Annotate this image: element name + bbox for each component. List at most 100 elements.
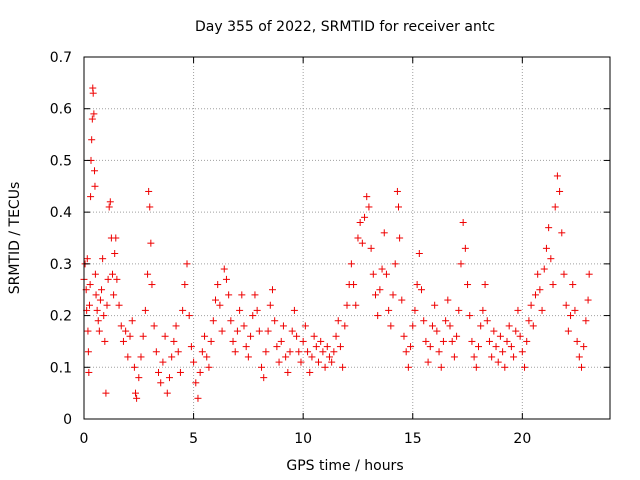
- data-point: [126, 332, 134, 340]
- data-point: [542, 244, 550, 252]
- data-point: [106, 198, 114, 206]
- data-point: [492, 343, 500, 351]
- data-point: [435, 348, 443, 356]
- data-point: [205, 363, 213, 371]
- axis-ticks: [83, 56, 610, 420]
- data-point: [479, 306, 487, 314]
- data-point: [575, 353, 583, 361]
- data-point: [212, 296, 219, 304]
- data-point: [290, 306, 298, 314]
- data-point: [163, 389, 171, 397]
- data-point: [299, 337, 307, 345]
- data-point: [393, 187, 401, 195]
- data-point: [190, 358, 198, 366]
- plot-frame: [83, 56, 611, 420]
- data-point: [137, 353, 145, 361]
- data-point: [209, 317, 217, 325]
- data-point: [266, 301, 274, 309]
- data-point: [510, 353, 518, 361]
- data-point: [218, 327, 226, 335]
- data-point: [564, 327, 572, 335]
- data-point: [88, 136, 96, 144]
- y-tick-label: 0.5: [50, 153, 72, 169]
- data-point: [578, 363, 586, 371]
- x-axis-label: GPS time / hours: [286, 458, 403, 474]
- data-point: [385, 306, 393, 314]
- data-point: [183, 260, 191, 268]
- data-point: [453, 332, 461, 340]
- data-point: [468, 337, 476, 345]
- data-point: [284, 368, 292, 376]
- data-point: [85, 301, 93, 309]
- data-point: [536, 286, 544, 294]
- data-point: [356, 218, 364, 226]
- data-point: [293, 332, 301, 340]
- data-point: [227, 317, 235, 325]
- data-point: [503, 337, 511, 345]
- data-point: [133, 394, 141, 402]
- data-point: [580, 343, 588, 351]
- data-point: [531, 291, 539, 299]
- data-point: [152, 348, 160, 356]
- data-point: [240, 322, 248, 330]
- data-point: [505, 322, 513, 330]
- data-point: [501, 363, 509, 371]
- data-point: [512, 327, 520, 335]
- data-point: [87, 193, 95, 201]
- data-point: [481, 281, 489, 289]
- data-point: [249, 312, 257, 320]
- data-point: [128, 317, 136, 325]
- data-point: [168, 353, 176, 361]
- y-tick-label: 0.7: [50, 50, 72, 66]
- x-tick-label: 10: [294, 431, 312, 447]
- data-point: [271, 317, 279, 325]
- data-point: [319, 348, 327, 356]
- data-point: [558, 229, 566, 237]
- data-point: [95, 327, 103, 335]
- data-point: [380, 229, 388, 237]
- data-point: [115, 301, 123, 309]
- data-point: [431, 301, 439, 309]
- data-point: [363, 193, 371, 201]
- data-point: [407, 343, 415, 351]
- data-point: [459, 218, 467, 226]
- data-point: [437, 363, 445, 371]
- data-point: [310, 332, 318, 340]
- data-point: [198, 348, 206, 356]
- data-point: [104, 275, 112, 283]
- y-tick-label: 0: [63, 412, 72, 428]
- data-point: [534, 270, 542, 278]
- data-point: [483, 317, 491, 325]
- data-point: [321, 363, 329, 371]
- data-point: [448, 337, 456, 345]
- data-point: [268, 286, 276, 294]
- data-point: [527, 301, 535, 309]
- data-point: [371, 291, 379, 299]
- data-point: [446, 322, 454, 330]
- data-point: [571, 306, 579, 314]
- data-point: [83, 255, 91, 263]
- data-point: [102, 389, 110, 397]
- data-point: [147, 239, 155, 247]
- data-point: [332, 332, 340, 340]
- data-point: [159, 358, 167, 366]
- x-tick-label: 0: [80, 431, 89, 447]
- data-point: [475, 343, 482, 351]
- data-point: [185, 312, 193, 320]
- data-point: [485, 337, 493, 345]
- data-point: [514, 306, 522, 314]
- data-point: [466, 312, 474, 320]
- data-point: [262, 348, 270, 356]
- data-point: [317, 337, 325, 345]
- data-point: [279, 322, 287, 330]
- data-point: [110, 291, 118, 299]
- data-point: [336, 343, 344, 351]
- y-axis-label: SRMTID / TECUs: [7, 182, 23, 295]
- data-point: [545, 224, 553, 232]
- data-point: [396, 234, 404, 242]
- data-point: [264, 327, 272, 335]
- data-point: [161, 332, 169, 340]
- data-point: [347, 260, 355, 268]
- data-point: [358, 239, 366, 247]
- data-point: [518, 348, 526, 356]
